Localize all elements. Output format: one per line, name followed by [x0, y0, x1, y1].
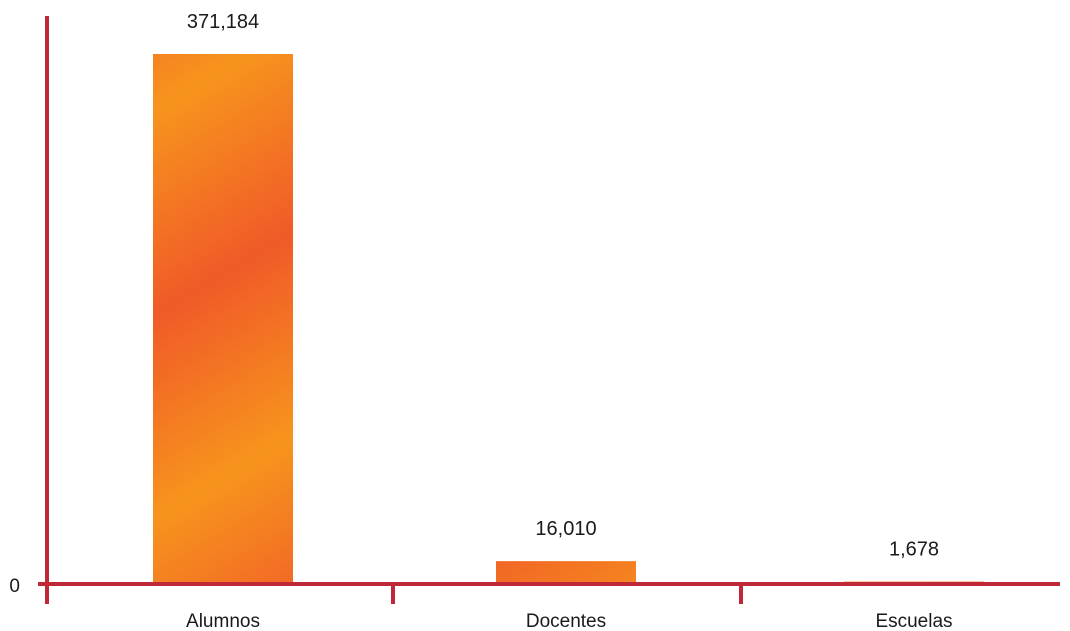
bar-alumnos [153, 54, 293, 584]
axes-layer [38, 16, 1060, 604]
data-label-alumnos: 371,184 [187, 11, 259, 33]
tick-labels-layer: Alumnos Docentes Escuelas 0 [9, 576, 952, 631]
y-tick-label-0: 0 [9, 576, 20, 597]
bar-docentes [496, 561, 636, 584]
x-tick-label-docentes: Docentes [526, 611, 606, 631]
x-tick-label-alumnos: Alumnos [186, 611, 260, 631]
data-label-docentes: 16,010 [535, 518, 596, 540]
data-label-escuelas: 1,678 [889, 539, 939, 561]
bars-layer [153, 54, 984, 584]
data-labels-layer: 371,184 16,010 1,678 [187, 11, 939, 561]
x-tick-label-escuelas: Escuelas [875, 611, 952, 631]
